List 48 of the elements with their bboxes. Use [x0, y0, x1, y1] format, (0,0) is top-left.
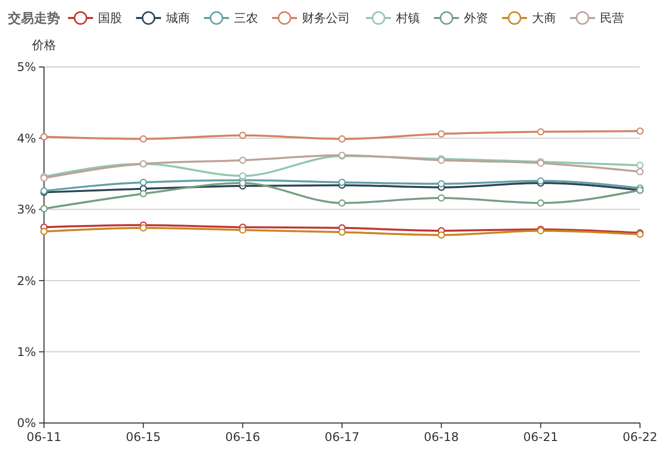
point	[438, 231, 445, 239]
y-axis-title: 价格	[31, 38, 56, 52]
point	[40, 133, 48, 140]
point	[438, 130, 445, 138]
point	[140, 190, 147, 198]
y-tick-label: 0%	[16, 416, 36, 430]
legend-title: 交易走势	[7, 10, 60, 27]
point	[239, 226, 246, 234]
point	[338, 199, 346, 207]
x-tick-label: 06-16	[225, 430, 260, 444]
legend-label: 村镇	[395, 11, 420, 26]
x-tick-label: 06-11	[26, 430, 62, 444]
y-tick-label: 3%	[16, 202, 36, 217]
point	[636, 168, 644, 176]
legend-label: 民营	[600, 11, 624, 26]
point	[140, 135, 147, 143]
point	[40, 228, 48, 236]
point	[239, 172, 246, 180]
legend-label: 城商	[165, 11, 190, 26]
point	[438, 180, 445, 188]
point	[338, 228, 346, 236]
point	[537, 128, 544, 136]
point	[636, 127, 644, 135]
point	[438, 194, 445, 202]
legend-label: 大商	[532, 11, 556, 26]
legend-label: 财务公司	[302, 11, 350, 26]
x-tick-label: 06-21	[523, 430, 558, 444]
point	[140, 178, 147, 186]
y-tick-label: 5%	[16, 60, 36, 74]
x-tick-label: 06-22	[622, 430, 658, 444]
point	[239, 179, 246, 187]
point	[338, 178, 346, 186]
point	[537, 199, 544, 207]
legend-label: 外资	[464, 11, 488, 26]
x-tick-label: 06-18	[424, 430, 459, 444]
y-tick-label: 4%	[16, 131, 36, 146]
legend-label: 国股	[98, 11, 122, 26]
point	[239, 132, 246, 139]
point	[338, 135, 346, 143]
x-tick-label: 06-17	[324, 430, 360, 444]
x-tick-label: 06-15	[126, 430, 161, 444]
point	[636, 162, 644, 169]
legend-label: 三农	[234, 11, 258, 26]
y-tick-label: 1%	[16, 345, 36, 359]
point	[140, 224, 147, 232]
y-tick-label: 2%	[16, 274, 36, 288]
point	[40, 205, 48, 212]
point	[239, 156, 246, 164]
